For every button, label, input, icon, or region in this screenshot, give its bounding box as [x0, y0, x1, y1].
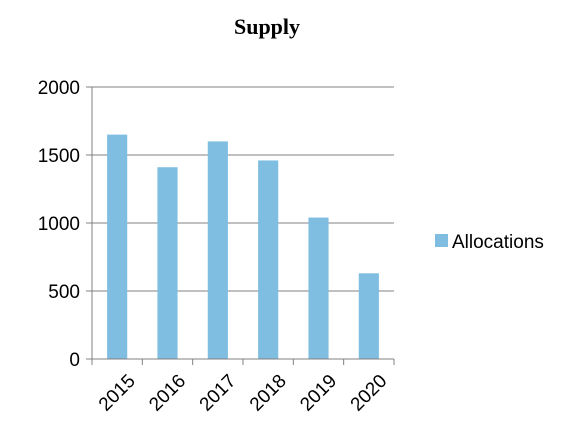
bars [107, 134, 379, 359]
x-tick-label: 2015 [95, 371, 140, 416]
gridlines [92, 86, 394, 292]
bar-2016 [157, 167, 178, 359]
x-tick-labels: 2015 2016 2017 2018 2019 2020 [95, 371, 391, 416]
bar-2015 [107, 134, 128, 359]
x-tick-label: 2020 [347, 371, 392, 416]
legend: Allocations [435, 232, 544, 253]
x-tick-label: 2016 [145, 371, 190, 416]
y-tick-label: 500 [48, 282, 80, 303]
axes [86, 86, 395, 365]
legend-swatch [435, 234, 448, 247]
x-tick-label: 2019 [296, 371, 341, 416]
y-tick-label: 2000 [38, 78, 80, 99]
bar-2017 [207, 141, 228, 359]
legend-label: Allocations [452, 232, 544, 253]
y-tick-labels: 0 500 1000 1500 2000 [38, 78, 80, 371]
y-tick-label: 0 [69, 350, 80, 371]
y-tick-label: 1000 [38, 214, 80, 235]
bar-2020 [358, 273, 379, 359]
chart-title: Supply [234, 14, 300, 39]
bar-2019 [308, 217, 329, 359]
x-tick-label: 2018 [246, 371, 291, 416]
x-tick-label: 2017 [196, 371, 241, 416]
y-tick-label: 1500 [38, 146, 80, 167]
bar-2018 [258, 160, 279, 359]
